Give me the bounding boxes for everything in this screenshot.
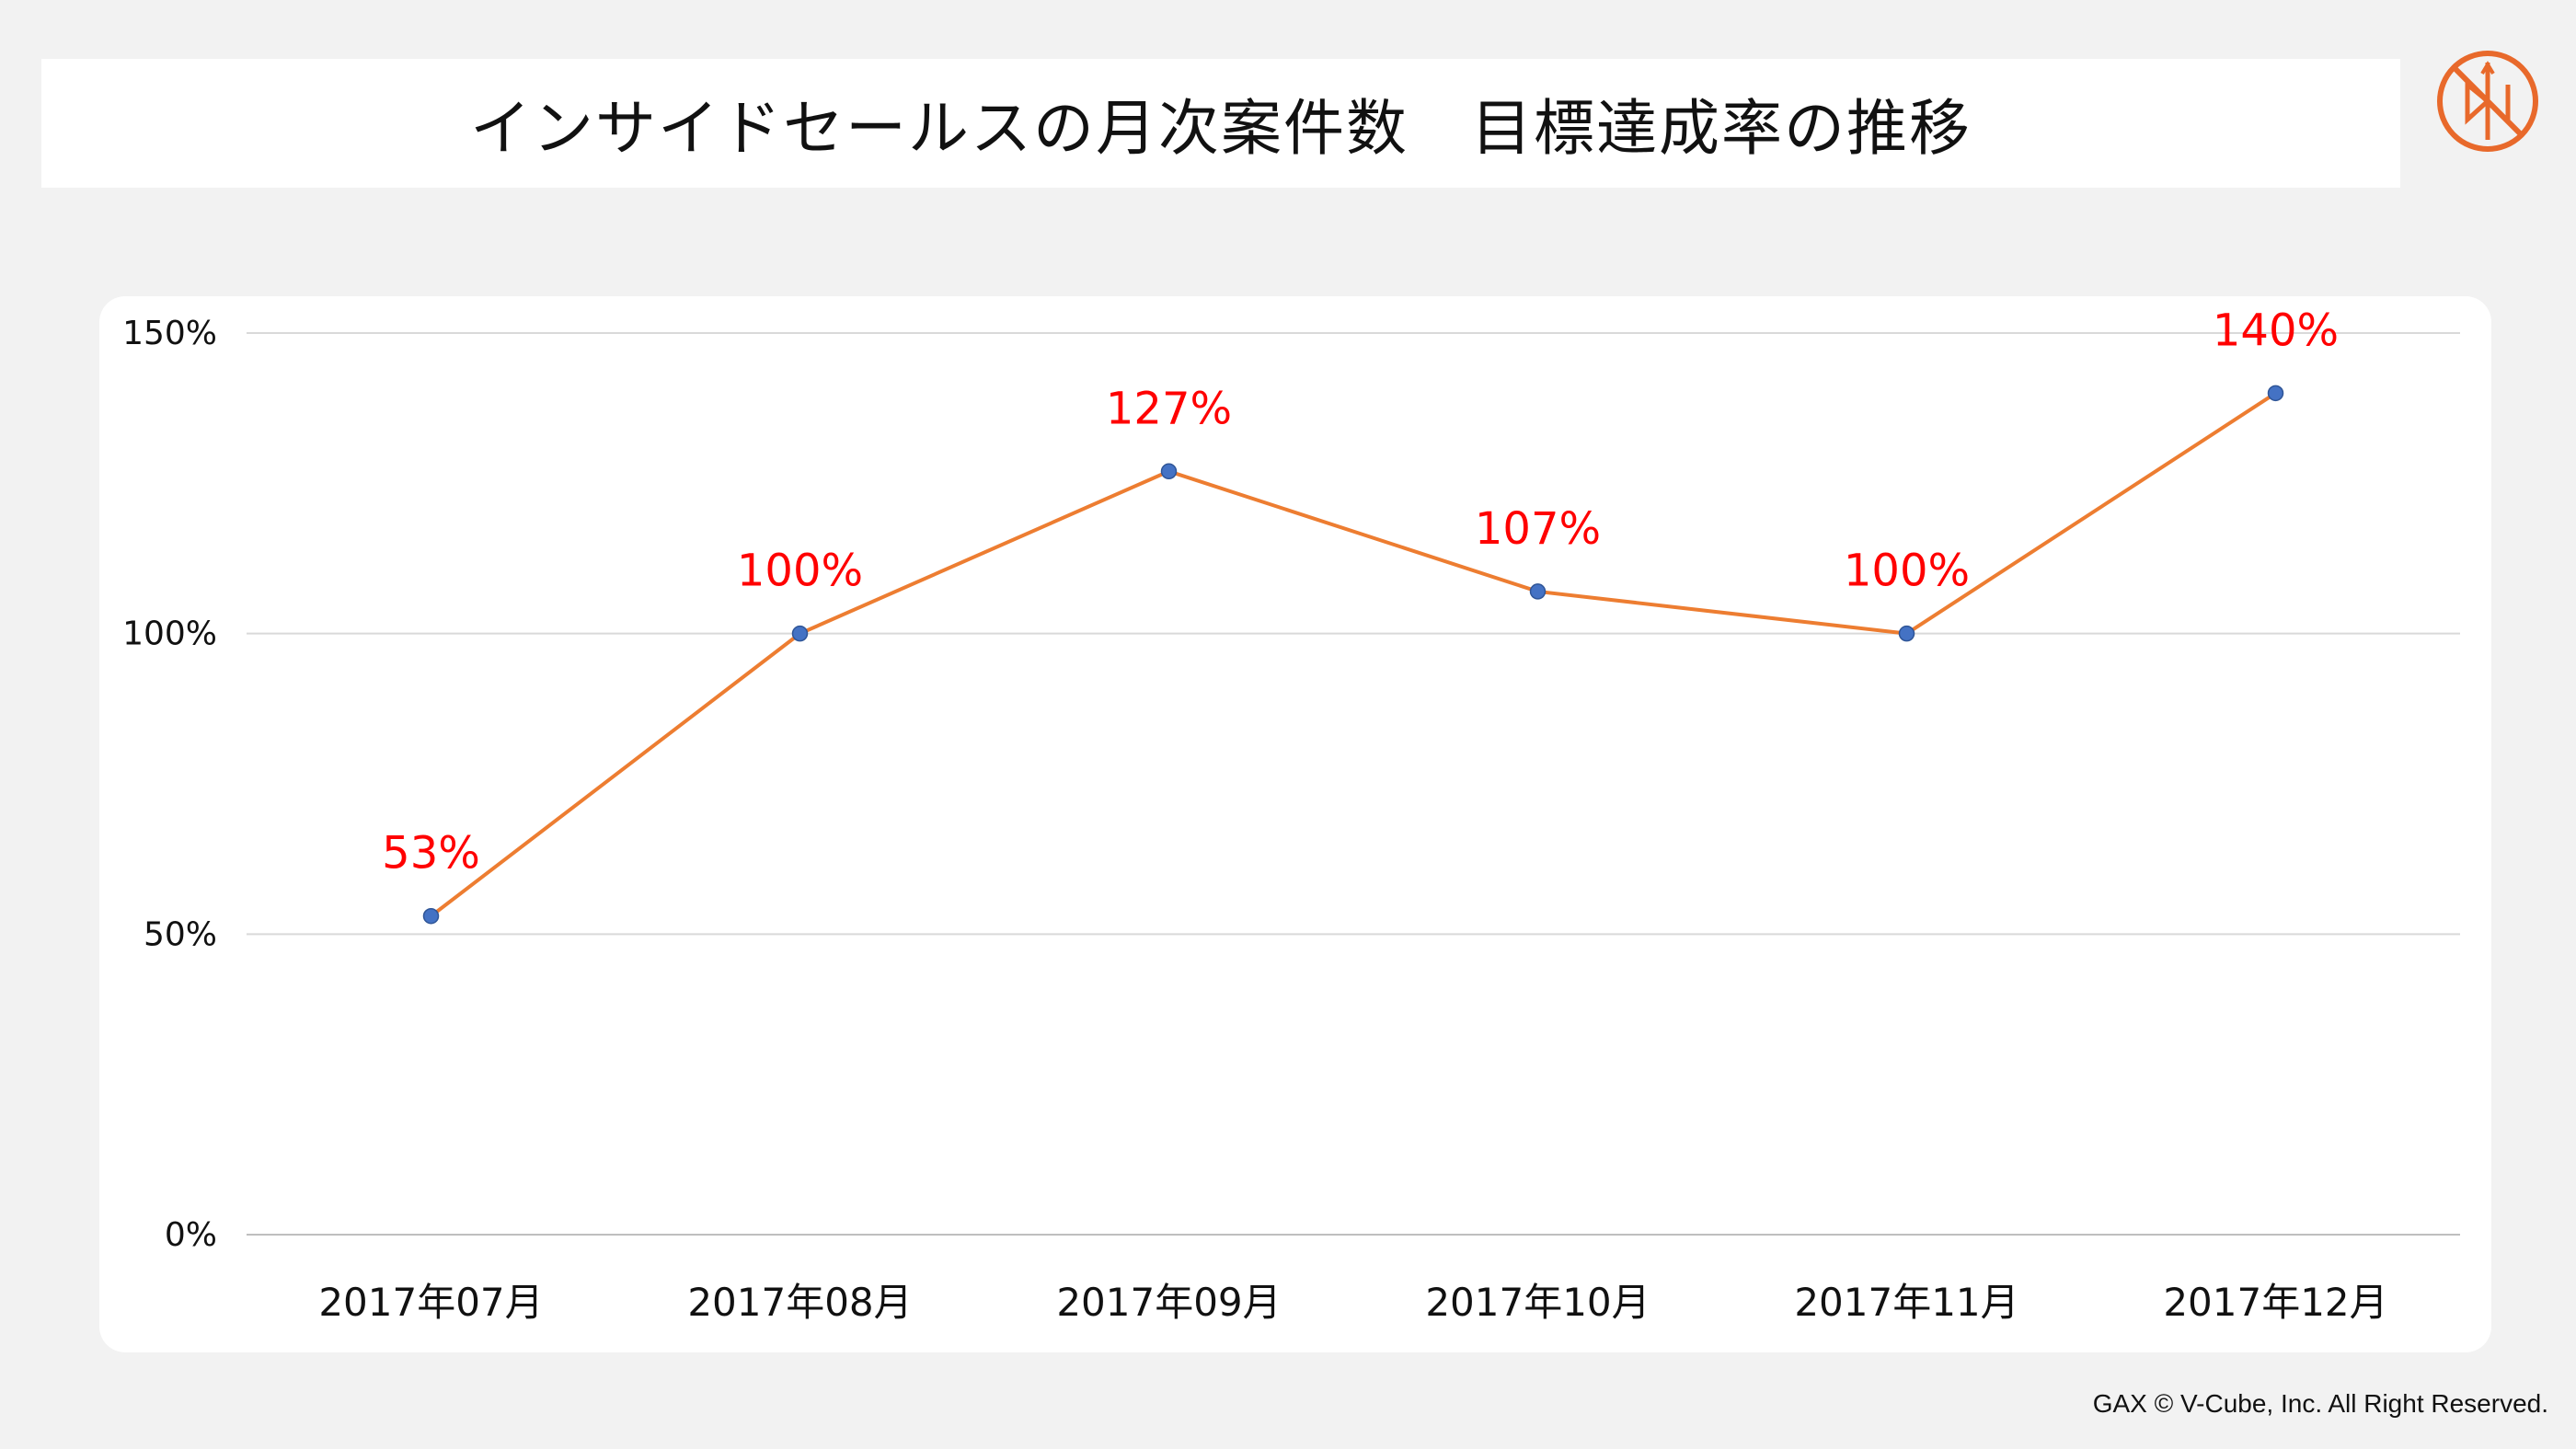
y-tick-label: 0% (165, 1216, 217, 1254)
y-tick-label: 100% (122, 615, 217, 653)
data-label: 107% (1475, 503, 1601, 555)
data-point (1160, 463, 1178, 480)
x-tick-label: 2017年08月 (687, 1280, 912, 1325)
data-label: 100% (1844, 546, 1970, 597)
line-chart: 0% 50% 100% 150% 2017年07月 2017年08月 2017年09月 201… (122, 305, 2460, 1325)
page-title: インサイドセールスの月次案件数 目標達成率の推移 (470, 93, 1972, 164)
data-point (1898, 625, 1915, 642)
compass-logo-icon (2432, 46, 2543, 156)
series-line (430, 391, 2277, 918)
data-point (1529, 583, 1547, 600)
x-tick-label: 2017年11月 (1794, 1280, 2018, 1325)
data-label: 100% (737, 546, 863, 597)
x-tick-label: 2017年12月 (2163, 1280, 2387, 1325)
data-label: 140% (2213, 305, 2339, 356)
x-tick-label: 2017年07月 (318, 1280, 543, 1325)
x-tick-label: 2017年09月 (1056, 1280, 1281, 1325)
title-bar: インサイドセールスの月次案件数 目標達成率の推移 (41, 59, 2400, 188)
data-point (422, 907, 440, 925)
chart-panel: 0% 50% 100% 150% 2017年07月 2017年08月 2017年09月 201… (99, 296, 2491, 1352)
data-point (2267, 385, 2284, 402)
data-point (791, 625, 809, 642)
data-label: 53% (382, 828, 480, 880)
y-tick-label: 50% (144, 915, 217, 953)
y-tick-label: 150% (122, 315, 217, 352)
copyright-footer: GAX © V-Cube, Inc. All Right Reserved. (2092, 1389, 2548, 1418)
data-label: 127% (1106, 383, 1232, 434)
x-tick-label: 2017年10月 (1425, 1280, 1650, 1325)
